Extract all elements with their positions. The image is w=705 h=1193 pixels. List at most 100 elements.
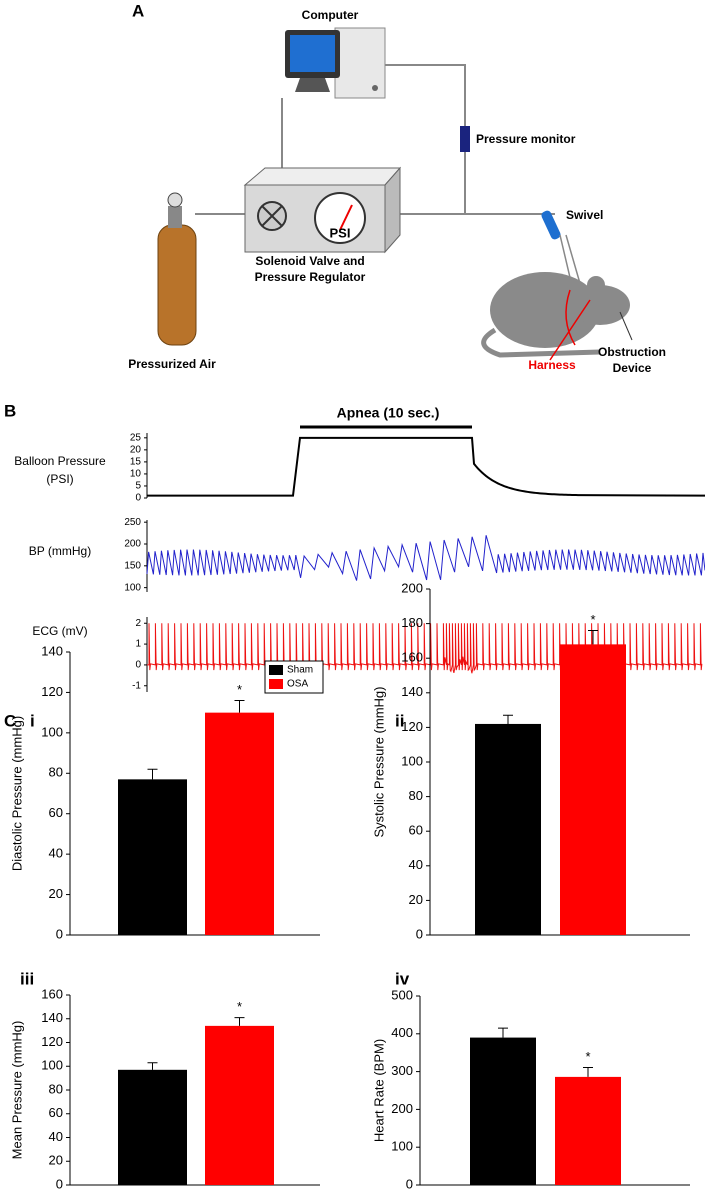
trace bbox=[147, 623, 703, 674]
y-tick-label: 0 bbox=[135, 493, 141, 504]
legend-label: Sham bbox=[287, 665, 313, 676]
y-tick-label: 0 bbox=[135, 660, 141, 671]
y-tick-label: 80 bbox=[49, 765, 63, 780]
bar bbox=[205, 712, 274, 935]
trace-label: Balloon Pressure bbox=[14, 454, 106, 468]
y-tick-label: 400 bbox=[391, 1025, 413, 1040]
y-tick-label: 120 bbox=[41, 684, 63, 699]
legend-swatch bbox=[269, 665, 283, 675]
panel-label: B bbox=[4, 401, 16, 420]
label: Device bbox=[613, 361, 652, 375]
label: Pressurized Air bbox=[128, 357, 216, 371]
bar bbox=[118, 1069, 187, 1185]
y-tick-label: 80 bbox=[409, 788, 423, 803]
error-bar bbox=[147, 1062, 158, 1070]
label: Obstruction bbox=[598, 345, 666, 359]
y-tick-label: 140 bbox=[401, 684, 423, 699]
significance-mark: * bbox=[237, 682, 242, 697]
y-axis-label: Systolic Pressure (mmHg) bbox=[371, 687, 386, 838]
y-tick-label: 20 bbox=[130, 444, 142, 455]
y-tick-label: 300 bbox=[391, 1063, 413, 1078]
panel-label: iii bbox=[20, 969, 34, 988]
label: Solenoid Valve and bbox=[255, 254, 364, 268]
error-bar bbox=[147, 768, 158, 780]
bar bbox=[555, 1076, 621, 1185]
y-tick-label: 25 bbox=[130, 432, 142, 443]
y-tick-label: 40 bbox=[49, 1129, 63, 1144]
trace bbox=[147, 436, 705, 497]
y-axis-label: Heart Rate (BPM) bbox=[371, 1039, 386, 1142]
y-tick-label: 20 bbox=[409, 892, 423, 907]
y-axis-label: Mean Pressure (mmHg) bbox=[9, 1021, 24, 1160]
bar bbox=[470, 1037, 536, 1185]
bar bbox=[118, 779, 187, 935]
error-bar bbox=[234, 700, 245, 713]
y-tick-label: 120 bbox=[41, 1034, 63, 1049]
y-tick-label: 10 bbox=[130, 469, 142, 480]
y-tick-label: 100 bbox=[401, 753, 423, 768]
y-tick-label: 500 bbox=[391, 987, 413, 1002]
bar bbox=[560, 644, 626, 935]
y-tick-label: 160 bbox=[41, 986, 63, 1001]
y-tick-label: 0 bbox=[416, 926, 423, 941]
y-tick-label: 180 bbox=[401, 615, 423, 630]
y-tick-label: 2 bbox=[135, 618, 141, 629]
trace-label: (PSI) bbox=[46, 472, 73, 486]
y-tick-label: 60 bbox=[409, 823, 423, 838]
panel-label: i bbox=[30, 711, 35, 730]
y-tick-label: -1 bbox=[132, 680, 141, 691]
error-bar bbox=[588, 630, 598, 645]
y-tick-label: 20 bbox=[49, 1153, 63, 1168]
legend-swatch bbox=[269, 679, 283, 689]
y-axis-label: Diastolic Pressure (mmHg) bbox=[9, 716, 24, 871]
trace-label: ECG (mV) bbox=[32, 624, 87, 638]
y-tick-label: 100 bbox=[391, 1139, 413, 1154]
y-tick-label: 40 bbox=[49, 846, 63, 861]
y-tick-label: 100 bbox=[41, 1058, 63, 1073]
significance-mark: * bbox=[585, 1049, 590, 1064]
label: Computer bbox=[302, 8, 359, 22]
apnea-label: Apnea (10 sec.) bbox=[337, 405, 440, 421]
panel-label: iv bbox=[395, 969, 410, 988]
y-tick-label: 0 bbox=[56, 1176, 63, 1191]
panel-label: ii bbox=[395, 711, 404, 730]
y-tick-label: 140 bbox=[41, 1010, 63, 1025]
significance-mark: * bbox=[590, 612, 595, 627]
y-tick-label: 250 bbox=[124, 517, 141, 528]
y-tick-label: 100 bbox=[41, 724, 63, 739]
y-tick-label: 0 bbox=[406, 1176, 413, 1191]
label: Harness bbox=[528, 358, 576, 372]
y-tick-label: 200 bbox=[124, 539, 141, 550]
y-tick-label: 0 bbox=[56, 926, 63, 941]
error-bar bbox=[503, 714, 513, 724]
y-tick-label: 60 bbox=[49, 805, 63, 820]
y-tick-label: 60 bbox=[49, 1105, 63, 1120]
error-bar bbox=[583, 1066, 593, 1077]
trace bbox=[146, 535, 705, 581]
y-tick-label: 150 bbox=[124, 560, 141, 571]
panel-label: A bbox=[132, 1, 144, 20]
y-tick-label: 20 bbox=[49, 886, 63, 901]
legend-label: OSA bbox=[287, 679, 308, 690]
panel-label: C bbox=[4, 711, 16, 730]
label: Swivel bbox=[566, 208, 603, 222]
y-tick-label: 100 bbox=[124, 582, 141, 593]
y-tick-label: 160 bbox=[401, 650, 423, 665]
gauge-label: PSI bbox=[330, 225, 351, 240]
y-tick-label: 120 bbox=[401, 719, 423, 734]
error-bar bbox=[234, 1017, 245, 1026]
y-tick-label: 1 bbox=[135, 639, 141, 650]
bar bbox=[205, 1025, 274, 1185]
label: Pressure Regulator bbox=[255, 270, 366, 284]
y-tick-label: 140 bbox=[41, 643, 63, 658]
error-bar bbox=[498, 1027, 508, 1038]
y-tick-label: 80 bbox=[49, 1081, 63, 1096]
trace-label: BP (mmHg) bbox=[29, 544, 91, 558]
label: Pressure monitor bbox=[476, 132, 576, 146]
y-tick-label: 5 bbox=[135, 481, 141, 492]
y-tick-label: 15 bbox=[130, 457, 142, 468]
y-tick-label: 200 bbox=[391, 1101, 413, 1116]
bar bbox=[475, 723, 541, 935]
y-tick-label: 200 bbox=[401, 580, 423, 595]
